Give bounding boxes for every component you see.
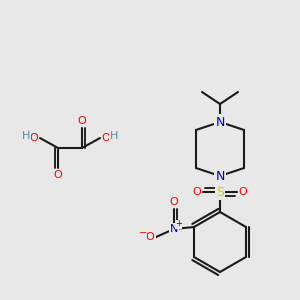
Text: N: N	[215, 116, 225, 128]
Text: S: S	[216, 185, 224, 199]
Text: O: O	[78, 116, 86, 126]
Text: O: O	[169, 197, 178, 207]
Text: +: +	[176, 220, 182, 229]
Text: H: H	[110, 131, 118, 141]
Text: N: N	[170, 224, 178, 234]
Text: O: O	[238, 187, 247, 197]
Text: O: O	[193, 187, 201, 197]
Text: N: N	[215, 169, 225, 182]
Text: O: O	[102, 133, 110, 143]
Text: H: H	[22, 131, 30, 141]
Text: −: −	[139, 228, 147, 238]
Text: O: O	[146, 232, 154, 242]
Text: O: O	[30, 133, 38, 143]
Text: O: O	[54, 170, 62, 180]
